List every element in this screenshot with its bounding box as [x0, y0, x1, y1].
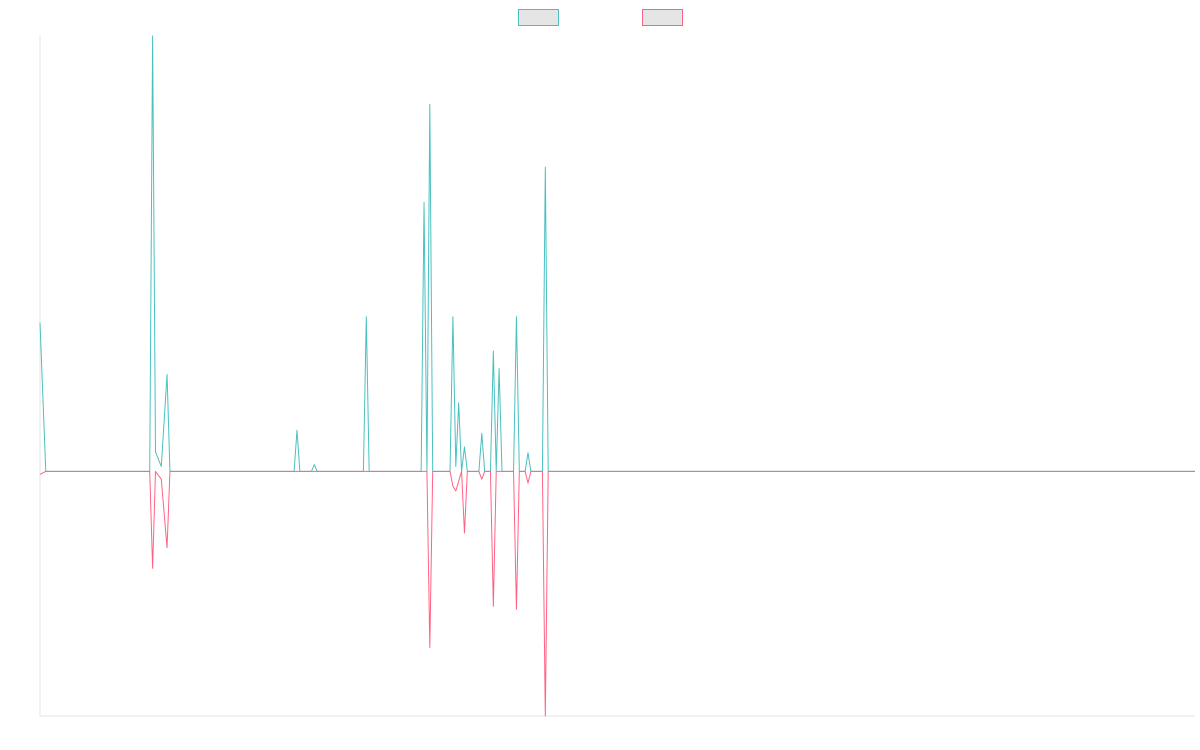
series-line-2	[39, 470, 1195, 717]
legend-swatch-series-2	[642, 9, 683, 26]
series-layer	[39, 35, 1195, 717]
series-line-1	[39, 35, 1195, 472]
legend-swatch-series-1	[518, 9, 559, 26]
axes	[39, 36, 1195, 717]
legend	[518, 9, 683, 26]
